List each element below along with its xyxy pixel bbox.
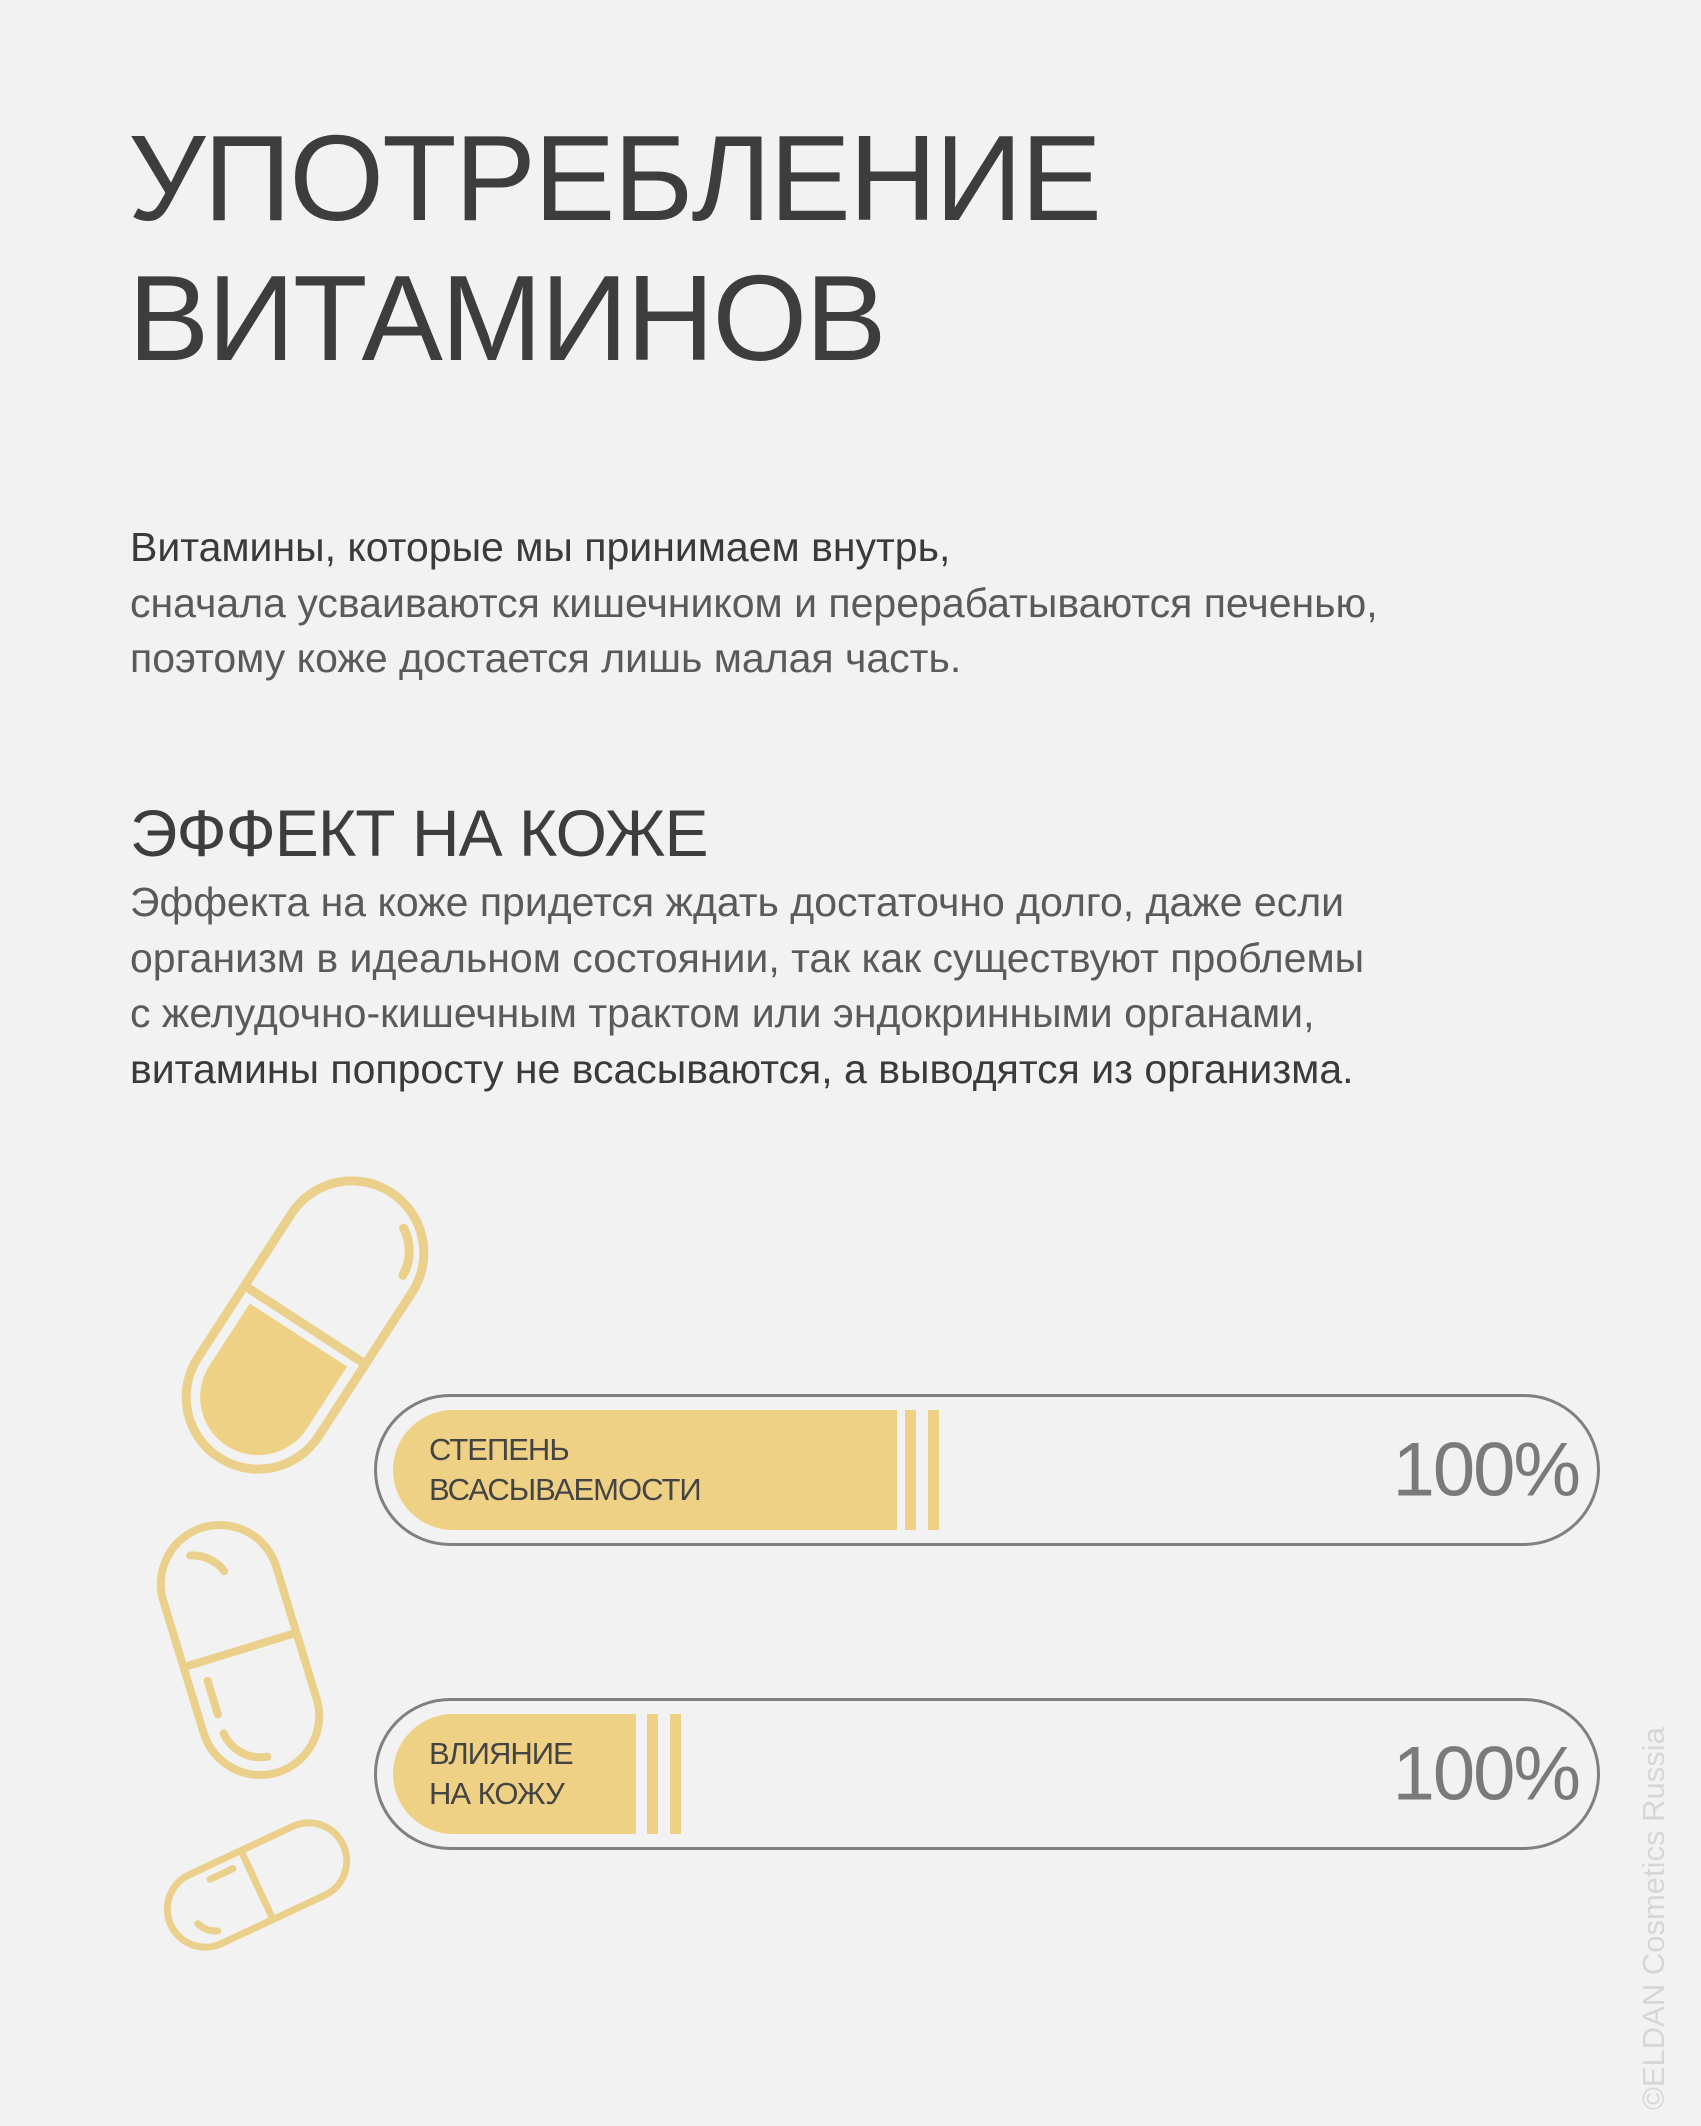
skin-effect-bar: ВЛИЯНИЕ НА КОЖУ 100% — [374, 1698, 1600, 1850]
skin-effect-bar-stripe — [647, 1714, 658, 1834]
skin-effect-bar-fill — [393, 1714, 636, 1834]
absorption-value: 100% — [1392, 1427, 1581, 1513]
intro-paragraph: Витамины, которые мы принимаем внутрь, с… — [130, 520, 1380, 687]
absorption-bar: СТЕПЕНЬ ВСАСЫВАЕМОСТИ 100% — [374, 1394, 1600, 1546]
pill-icon — [181, 1176, 429, 1474]
skin-effect-bar-stripe — [670, 1714, 681, 1834]
skin-effect-bar-label: ВЛИЯНИЕ НА КОЖУ — [429, 1734, 574, 1814]
effect-text: Эффекта на коже придется ждать достаточн… — [130, 879, 1365, 1036]
watermark: ©ELDAN Cosmetics Russia — [1636, 1727, 1671, 2110]
label-line: ВЛИЯНИЕ — [429, 1736, 574, 1771]
intro-lead: Витамины, которые мы принимаем внутрь, — [130, 524, 951, 570]
skin-effect-value: 100% — [1392, 1731, 1581, 1817]
absorption-bar-stripe — [928, 1410, 939, 1530]
title-line-1: УПОТРЕБЛЕНИЕ — [128, 110, 1102, 246]
intro-text: сначала усваиваются кишечником и перераб… — [130, 579, 1378, 682]
label-line: НА КОЖУ — [429, 1776, 565, 1811]
label-line: ВСАСЫВАЕМОСТИ — [429, 1472, 702, 1507]
absorption-bar-fill — [393, 1410, 897, 1530]
title-line-2: ВИТАМИНОВ — [128, 250, 887, 386]
effect-heading: ЭФФЕКТ НА КОЖЕ — [130, 796, 708, 870]
page-title: УПОТРЕБЛЕНИЕ ВИТАМИНОВ — [128, 108, 1102, 388]
absorption-bar-label: СТЕПЕНЬ ВСАСЫВАЕМОСТИ — [429, 1430, 702, 1510]
absorption-bar-stripe — [905, 1410, 916, 1530]
effect-paragraph: Эффекта на коже придется ждать достаточн… — [130, 875, 1380, 1097]
effect-emphasis: витамины попросту не всасываются, а выво… — [130, 1045, 1354, 1092]
label-line: СТЕПЕНЬ — [429, 1432, 570, 1467]
pill-icon — [156, 1521, 324, 1779]
pill-icon — [163, 1819, 351, 1951]
